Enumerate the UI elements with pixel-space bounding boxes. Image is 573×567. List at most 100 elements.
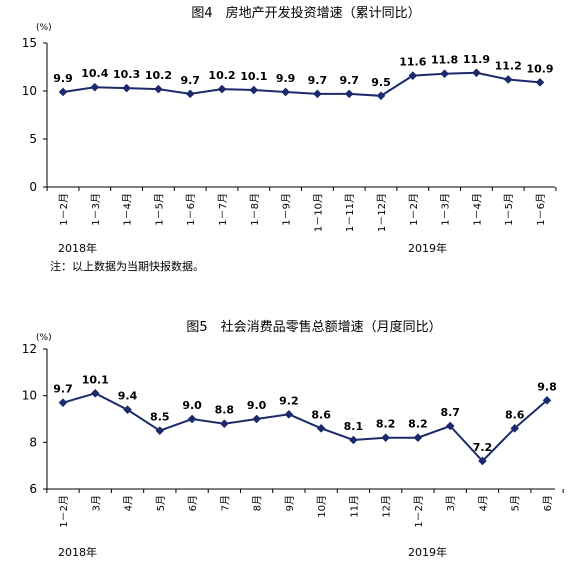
chart2-data-label: 8.6 [311,408,331,421]
chart2-x-tick-label: 4月 [477,495,489,511]
chart2-year-2018: 2018年 [58,545,97,559]
chart2-x-tick-label: 10月 [316,495,328,518]
chart2-data-point [155,426,165,435]
chart2-x-tick-label: 12月 [381,495,393,518]
chart1-y-tick-label: 5 [29,132,37,146]
chart2-year-2019: 2019年 [408,545,447,559]
chart1-data-point [440,69,449,79]
chart2-data-label: 10.1 [82,373,109,386]
chart2-x-tick-label: 7月 [219,495,231,511]
chart1-x-tick-label: 1－7月 [217,193,229,226]
chart2-data-point [542,396,552,405]
chart2-data-label: 9.4 [118,390,138,403]
chart1-x-tick-label: 1－10月 [312,193,324,232]
chart1-x-tick-label: 1－2月 [408,193,420,226]
chart2-data-point [413,433,423,442]
chart2-x-tick-label: 3月 [90,495,102,511]
chart1-data-label: 9.5 [371,76,391,89]
chart2-data-point [445,421,455,431]
chart1-data-point [154,84,163,94]
chart1-data-point [344,89,354,99]
chart2-y-tick-label: 10 [22,389,37,403]
chart2-title: 图5 社会消费品零售总额增速（月度同比） [186,319,441,335]
chart1-data-label: 10.3 [113,68,140,81]
chart1-data-label: 10.4 [81,67,108,80]
chart2-data-label: 8.7 [440,406,460,419]
chart1-x-tick-label: 1－5月 [153,193,165,226]
chart1-y-tick-label: 10 [22,84,37,98]
chart1-data-label: 9.7 [308,74,328,87]
chart2-data-point [284,410,294,419]
chart1-x-tick-label: 1－4月 [471,193,483,226]
chart1-x-tick-label: 1－6月 [185,193,197,226]
chart1-data-point [217,84,227,94]
chart1-data-label: 11.2 [495,59,522,72]
chart1-data-label: 10.2 [208,69,235,82]
chart2-series-line [62,392,548,463]
chart1-data-label: 11.8 [431,54,458,67]
chart1-plot: 0 5 10 15 1－2月 1－3月 1－4月 1－5月 1－6月 1－7月 1－8月 1－9月 1－… [22,36,557,232]
chart2-data-label: 9.8 [537,380,557,393]
chart1-note: 注：以上数据为当期快报数据。 [50,259,204,273]
chart1-year-2018: 2018年 [58,241,97,255]
chart2-data-label: 8.1 [344,420,364,433]
chart1-x-tick-label: 1－3月 [440,193,452,226]
chart2-data-label: 9.0 [247,399,267,412]
chart2-data-point [123,405,132,414]
chart1-data-point [249,85,259,95]
chart2-plot: 6 8 10 12 1－2月 3月 4月 5月 6月 7月 8月 9月 10月 11月 12月 1－2月 3月 4… [22,342,564,528]
chart1-year-2019: 2019年 [408,241,447,255]
chart1-data-label: 10.9 [526,62,553,75]
chart2-x-tick-label: 3月 [445,495,457,511]
chart1-data-label: 10.1 [240,70,267,83]
chart1-data-point [472,68,481,78]
chart1-data-label: 10.2 [145,69,172,82]
chart1-data-label: 9.7 [339,74,359,87]
chart1-x-tick-label: 1－8月 [249,193,261,226]
chart2-unit-label: (%) [36,333,52,343]
chart1-data-point [185,89,195,99]
chart1-data-label: 9.9 [276,72,296,85]
chart2-data-label: 8.6 [505,408,525,421]
chart2-data-label: 9.7 [53,383,73,396]
chart2-data-label: 8.2 [408,418,428,431]
chart1-x-tick-label: 1－9月 [281,193,293,226]
chart1-x-tick-label: 1－11月 [344,193,356,232]
chart1-title: 图4 房地产开发投资增速（累计同比） [191,5,420,21]
chart2-x-tick-label: 5月 [155,495,167,511]
chart1-y-tick-label: 15 [22,36,37,50]
chart2-data-point [316,424,326,433]
chart2-data-point [220,419,229,428]
chart2-x-tick-label: 11月 [348,495,360,518]
chart2-x-tick-label: 5月 [510,495,522,511]
chart1-y-tick-label: 0 [29,180,37,194]
chart1-x-tick-label: 1－6月 [535,193,547,226]
chart1-data-point [90,82,100,92]
chart2-x-tick-label: 1－2月 [58,495,70,528]
chart2-data-label: 7.2 [473,441,493,454]
chart1-data-label: 11.9 [463,53,490,66]
chart1-data-label: 11.6 [399,56,426,69]
chart1-x-tick-label: 1－2月 [58,193,70,226]
chart1-x-tick-label: 1－12月 [376,193,388,232]
chart2-data-point [510,424,520,433]
chart2-data-label: 9.0 [182,399,202,412]
chart2-data-point [252,414,261,424]
chart1-x-tick-label: 1－4月 [122,193,134,226]
chart2-data-label: 8.2 [376,418,396,431]
chart1-data-point [58,87,68,97]
chart2-x-tick-label: 4月 [123,495,135,511]
chart2-data-point [478,456,487,466]
chart2-data-label: 8.8 [215,404,235,417]
chart2-x-tick-label: 6月 [542,495,554,511]
chart2-data-label: 9.2 [279,394,299,407]
chart2-x-tick-label: 9月 [284,495,296,511]
chart1-data-point [122,83,131,93]
chart1-data-point [281,87,290,97]
chart1-x-tick-label: 1－3月 [90,193,102,226]
chart1-data-point [376,91,386,101]
chart2-data-point [381,433,390,442]
chart2-x-tick-label: 8月 [252,495,264,511]
chart1-data-point [408,71,418,80]
